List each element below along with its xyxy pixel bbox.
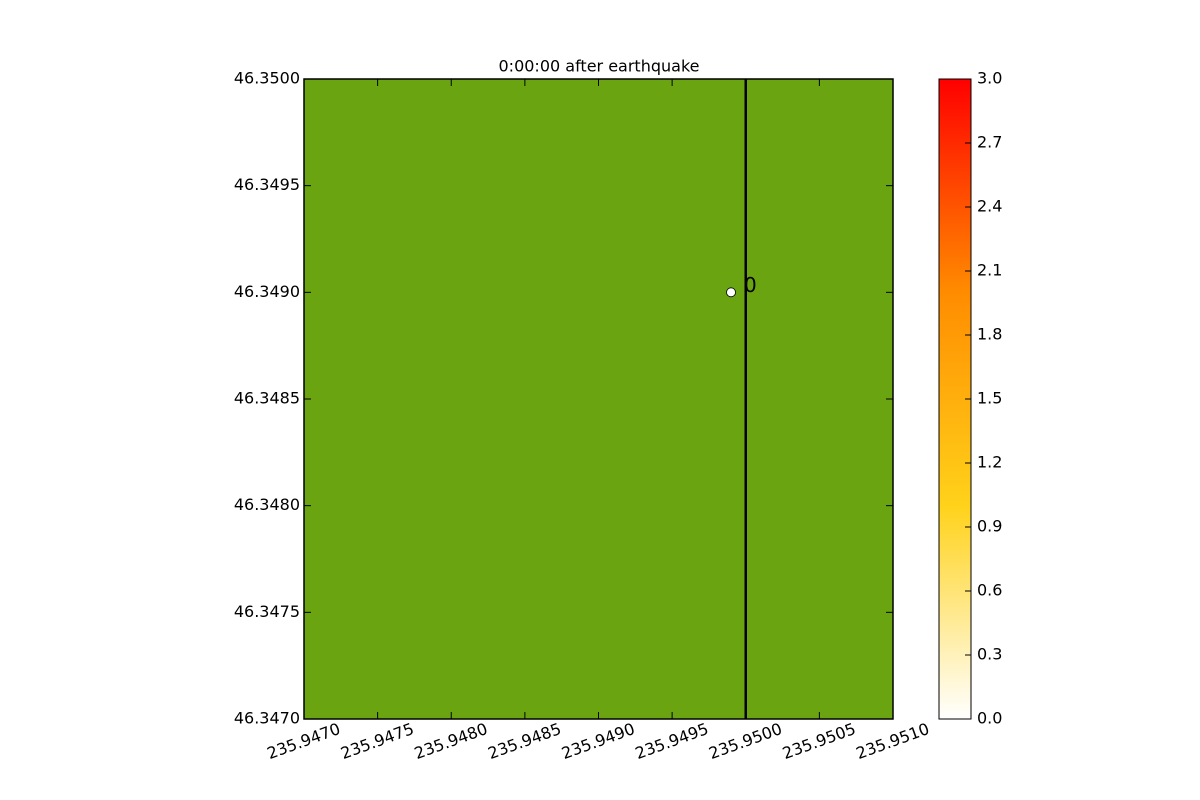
map-background [304, 79, 893, 719]
point [726, 287, 736, 298]
colorbar-tick-label: 0.0 [977, 709, 1002, 728]
x-tick-label: 235.9490 [559, 719, 637, 763]
colorbar-tick-label: 0.9 [977, 517, 1002, 536]
colorbar-tick-label: 0.3 [977, 645, 1002, 664]
colorbar-tick-label: 1.2 [977, 453, 1002, 472]
x-tick-label: 235.9505 [780, 719, 858, 763]
colorbar-tick-label: 2.4 [977, 197, 1002, 216]
y-tick-label: 46.3470 [234, 709, 300, 728]
x-tick-label: 235.9485 [485, 719, 563, 763]
colorbar-tick-label: 0.6 [977, 581, 1002, 600]
colorbar-tick-label: 2.7 [977, 133, 1002, 152]
y-tick-label: 46.3475 [234, 602, 300, 621]
x-tick-label: 235.9510 [854, 719, 932, 763]
x-tick-label: 235.9495 [633, 719, 711, 763]
x-tick-label: 235.9500 [706, 719, 784, 763]
axes-frame [303, 78, 894, 720]
colorbar-tick-label: 3.0 [977, 69, 1002, 88]
x-tick-label: 235.9475 [338, 719, 416, 763]
colorbar-tick-label: 1.5 [977, 389, 1002, 408]
y-tick-label: 46.3495 [234, 175, 300, 194]
x-tick-label: 235.9480 [412, 719, 490, 763]
y-tick-label: 46.3500 [234, 69, 300, 88]
chart-title: 0:00:00 after earthquake [499, 57, 700, 76]
y-tick-label: 46.3490 [234, 282, 300, 301]
colorbar-tick-label: 2.1 [977, 261, 1002, 280]
point-label: 0 [744, 273, 757, 297]
colorbar-tick-label: 1.8 [977, 325, 1002, 344]
y-tick-label: 46.3480 [234, 495, 300, 514]
y-tick-label: 46.3485 [234, 389, 300, 408]
